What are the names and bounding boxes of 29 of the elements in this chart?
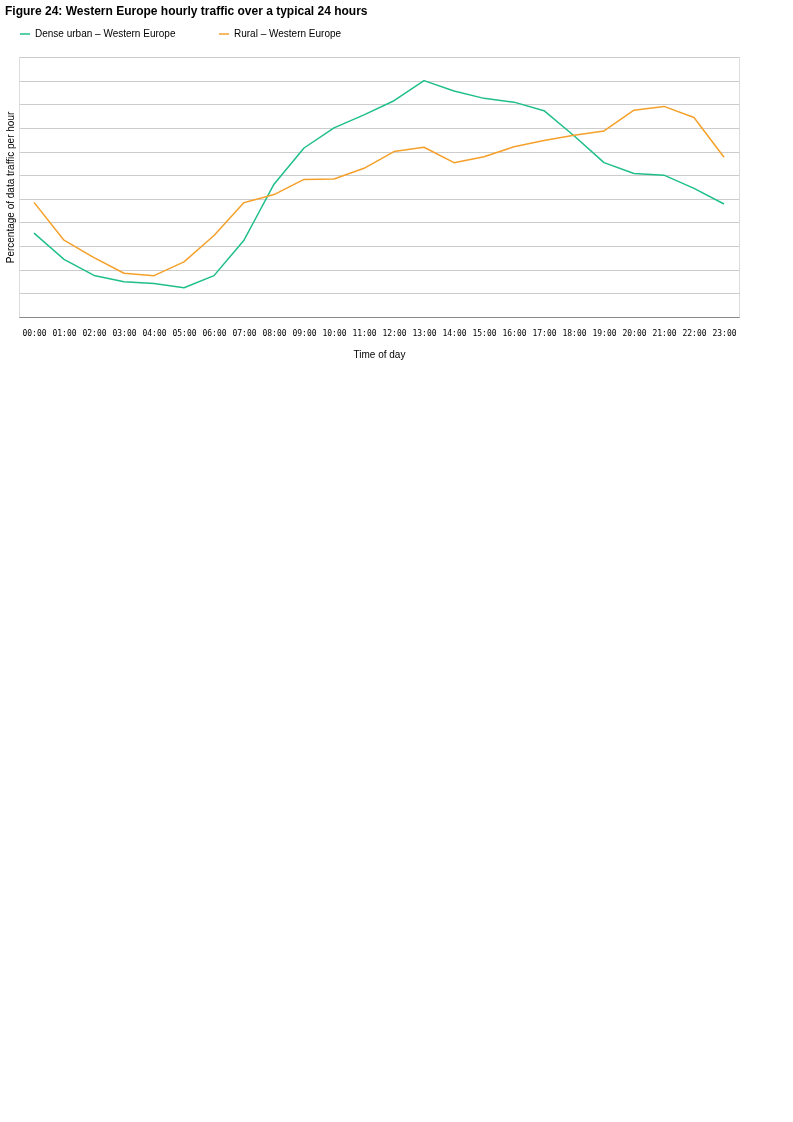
x-tick-label: 14:00 <box>442 328 467 338</box>
x-tick-label: 13:00 <box>412 328 437 338</box>
x-tick-label: 15:00 <box>472 328 497 338</box>
x-tick-label: 17:00 <box>532 328 557 338</box>
x-tick-label: 00:00 <box>22 328 47 338</box>
y-axis-title: Percentage of data traffic per hour <box>4 111 16 264</box>
legend-label: Dense urban – Western Europe <box>35 28 176 39</box>
x-tick-label: 03:00 <box>112 328 137 338</box>
x-tick-label: 08:00 <box>262 328 287 338</box>
x-tick-label: 04:00 <box>142 328 167 338</box>
x-tick-label: 20:00 <box>622 328 647 338</box>
x-tick-label: 19:00 <box>592 328 617 338</box>
x-tick-label: 11:00 <box>352 328 377 338</box>
x-tick-label: 22:00 <box>682 328 707 338</box>
x-tick-label: 18:00 <box>562 328 587 338</box>
x-tick-label: 23:00 <box>712 328 737 338</box>
x-tick-label: 05:00 <box>172 328 197 338</box>
x-tick-label: 21:00 <box>652 328 677 338</box>
chart-title: Figure 24: Western Europe hourly traffic over a typical 24 hours <box>5 4 368 18</box>
x-tick-label: 07:00 <box>232 328 257 338</box>
x-tick-label: 02:00 <box>82 328 107 338</box>
x-tick-label: 10:00 <box>322 328 347 338</box>
x-tick-label: 09:00 <box>292 328 317 338</box>
x-tick-label: 12:00 <box>382 328 407 338</box>
legend-label: Rural – Western Europe <box>234 28 342 39</box>
x-tick-label: 16:00 <box>502 328 527 338</box>
x-tick-label: 01:00 <box>52 328 77 338</box>
x-tick-label: 06:00 <box>202 328 227 338</box>
x-axis-title: Time of day <box>353 348 406 360</box>
